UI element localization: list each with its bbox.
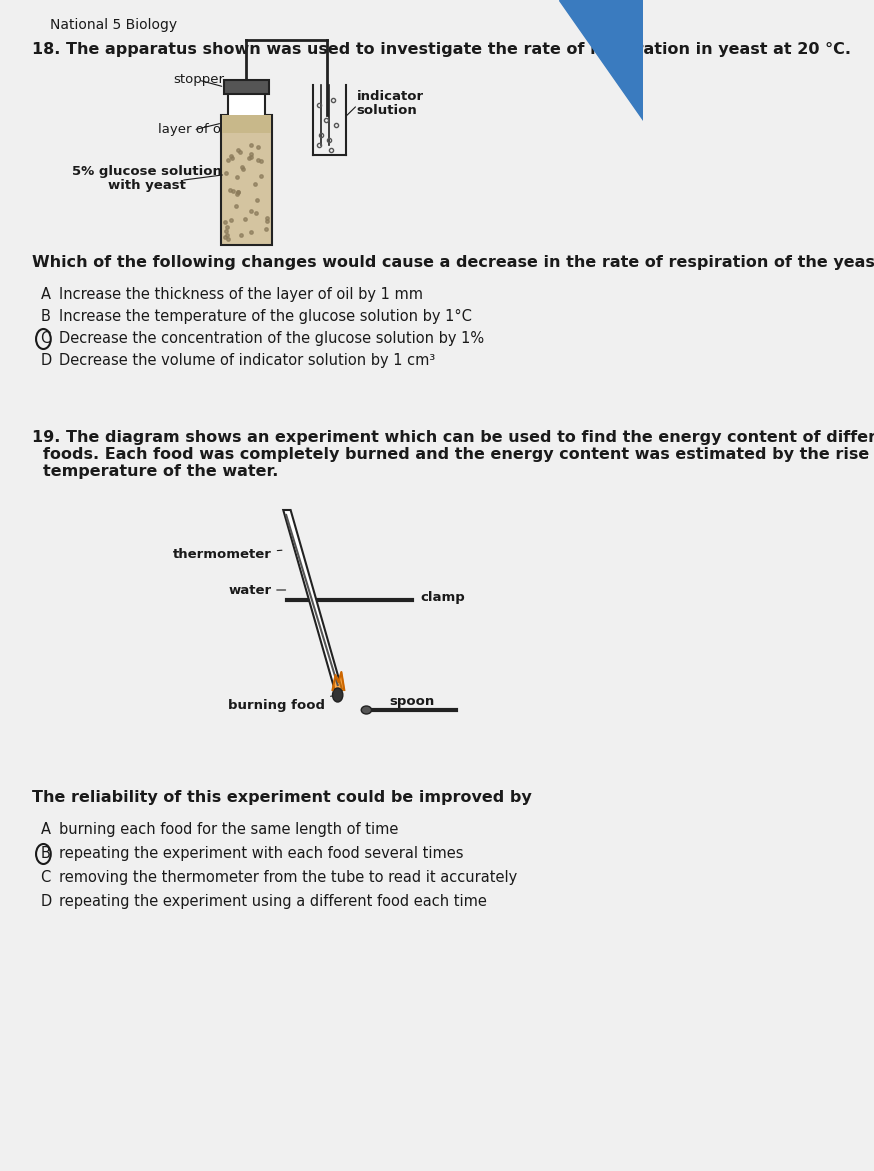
Text: Increase the thickness of the layer of oil by 1 mm: Increase the thickness of the layer of o…: [59, 287, 423, 302]
Text: National 5 Biology: National 5 Biology: [50, 18, 177, 32]
Text: water: water: [228, 583, 286, 596]
Polygon shape: [283, 511, 342, 690]
Text: repeating the experiment using a different food each time: repeating the experiment using a differe…: [59, 893, 487, 909]
Polygon shape: [559, 0, 643, 119]
Text: Which of the following changes would cause a decrease in the rate of respiration: Which of the following changes would cau…: [32, 255, 874, 271]
Text: Decrease the volume of indicator solution by 1 cm³: Decrease the volume of indicator solutio…: [59, 352, 435, 368]
Bar: [225, 80, 268, 94]
Text: indicator: indicator: [357, 90, 424, 103]
Bar: [221, 115, 272, 245]
Text: C: C: [40, 870, 51, 885]
Text: thermometer: thermometer: [173, 548, 282, 562]
Bar: [228, 90, 265, 118]
Text: A: A: [40, 822, 51, 837]
Text: solution: solution: [357, 104, 418, 117]
Text: C: C: [40, 331, 51, 345]
Text: burning food: burning food: [228, 696, 336, 712]
Text: foods. Each food was completely burned and the energy content was estimated by t: foods. Each food was completely burned a…: [43, 447, 874, 463]
Text: A: A: [40, 287, 51, 302]
Text: with yeast: with yeast: [108, 179, 186, 192]
Text: D: D: [40, 352, 52, 368]
Text: temperature of the water.: temperature of the water.: [43, 464, 278, 479]
Text: repeating the experiment with each food several times: repeating the experiment with each food …: [59, 845, 463, 861]
Text: 19. The diagram shows an experiment which can be used to find the energy content: 19. The diagram shows an experiment whic…: [32, 430, 874, 445]
Text: Increase the temperature of the glucose solution by 1°C: Increase the temperature of the glucose …: [59, 309, 472, 324]
Text: spoon: spoon: [389, 696, 434, 708]
Text: The reliability of this experiment could be improved by: The reliability of this experiment could…: [32, 790, 532, 804]
Circle shape: [332, 689, 343, 701]
Polygon shape: [332, 672, 344, 690]
Text: B: B: [40, 845, 51, 861]
Text: Decrease the concentration of the glucose solution by 1%: Decrease the concentration of the glucos…: [59, 331, 484, 345]
Text: B: B: [40, 309, 51, 324]
Ellipse shape: [361, 706, 371, 714]
Text: stopper: stopper: [173, 74, 224, 87]
Text: D: D: [40, 893, 52, 909]
Text: clamp: clamp: [420, 591, 466, 604]
Text: 18. The apparatus shown was used to investigate the rate of respiration in yeast: 18. The apparatus shown was used to inve…: [32, 42, 851, 57]
Text: 5% glucose solution: 5% glucose solution: [73, 165, 222, 178]
Bar: [222, 115, 271, 133]
Text: burning each food for the same length of time: burning each food for the same length of…: [59, 822, 399, 837]
Text: layer of oil: layer of oil: [158, 123, 229, 137]
Text: removing the thermometer from the tube to read it accurately: removing the thermometer from the tube t…: [59, 870, 517, 885]
